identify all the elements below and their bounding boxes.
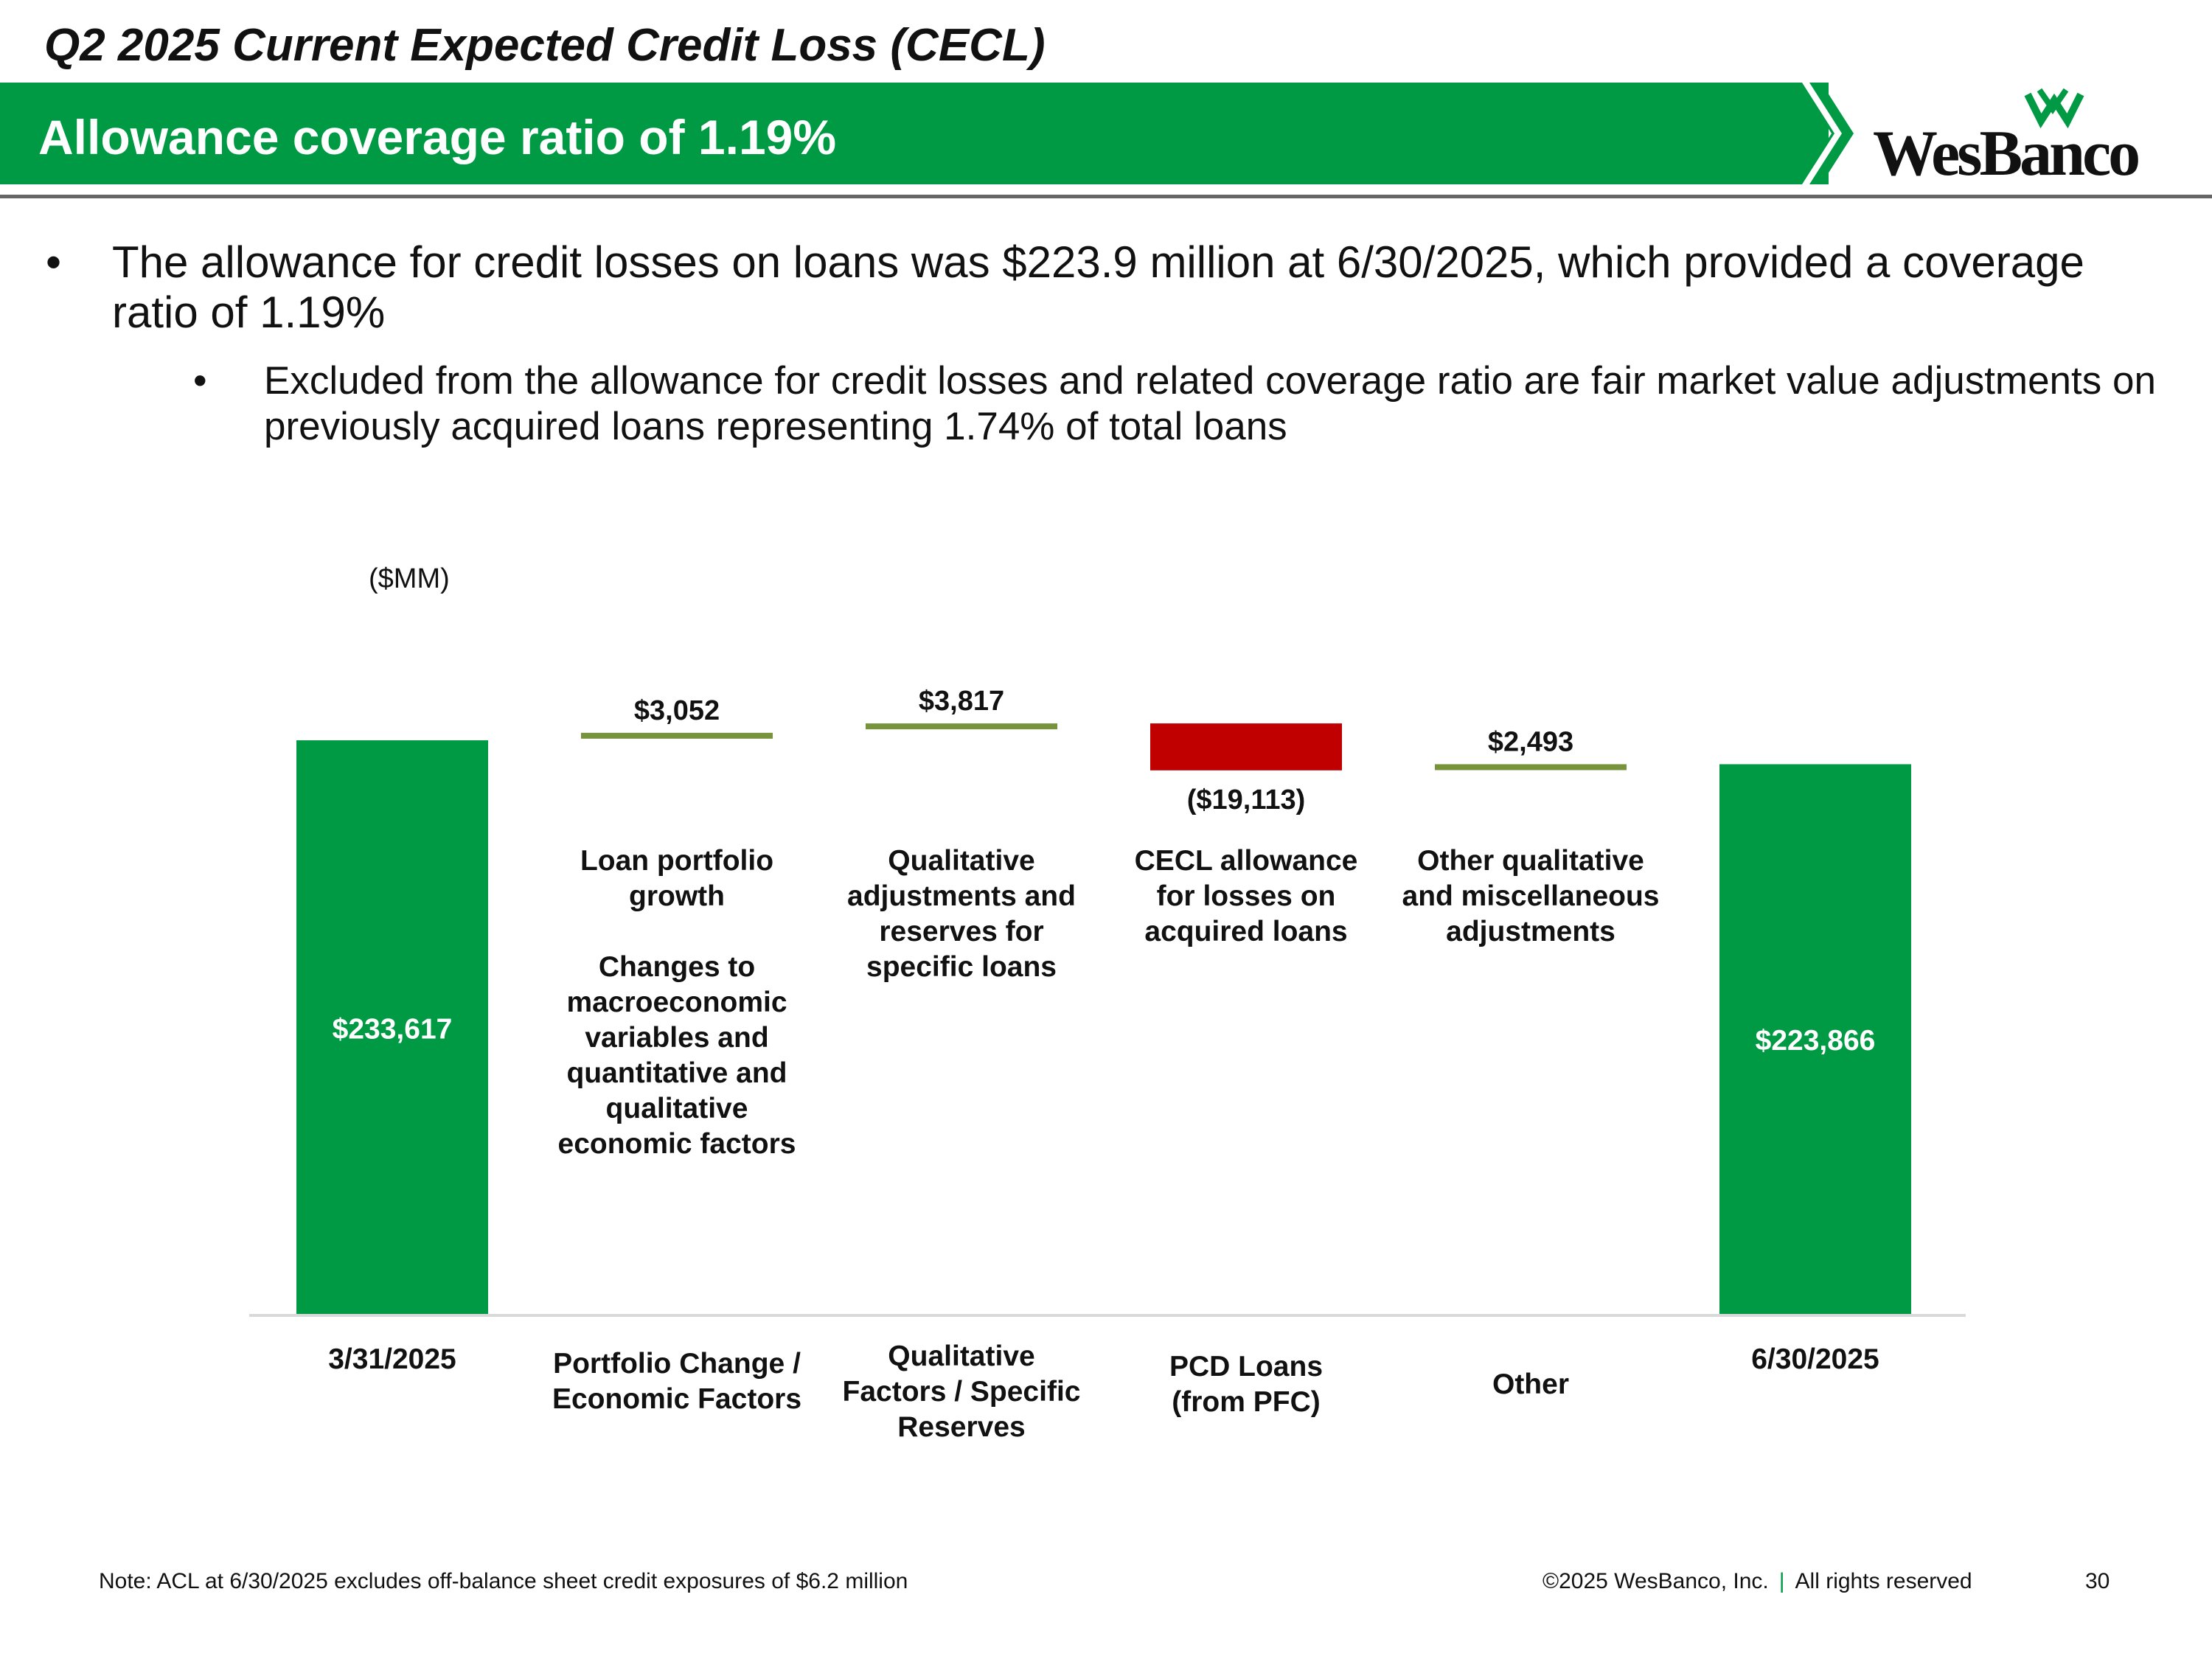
step-description: Loan portfolio growth Changes to macroec…: [557, 845, 796, 1160]
increase-bar: [581, 732, 773, 739]
category-label: Qualitative Factors / Specific Reserves: [843, 1340, 1081, 1443]
increase-bar: [1435, 764, 1627, 771]
category-label: 3/31/2025: [328, 1343, 456, 1375]
footer-separator: |: [1778, 1569, 1785, 1593]
bar-value-label: $3,052: [634, 695, 720, 726]
category-label: Portfolio Change / Economic Factors: [552, 1348, 801, 1415]
step-description: Other qualitative and miscellaneous adju…: [1402, 845, 1660, 947]
rights-text: All rights reserved: [1795, 1569, 1972, 1593]
waterfall-chart: $233,617 $3,052 $3,817 ($19,113) $2,493 $223,…: [249, 686, 1966, 1443]
bullet-secondary-text: Excluded from the allowance for credit l…: [264, 359, 2156, 448]
step-description: Qualitative adjustments and reserves for…: [847, 845, 1076, 983]
page-number: 30: [2085, 1569, 2110, 1593]
total-bar: [296, 740, 488, 1314]
header-rule: [0, 195, 2212, 198]
slide-title: Q2 2025 Current Expected Credit Loss (CE…: [44, 20, 1046, 71]
bullet-glyph: •: [46, 237, 62, 287]
bar-value-label: $3,817: [919, 686, 1004, 717]
bar-value-label: ($19,113): [1187, 785, 1306, 815]
bullet-glyph: •: [193, 359, 207, 403]
logo-mark-icon: [2024, 88, 2084, 129]
chart-unit-label: ($MM): [369, 563, 450, 594]
footer-note: Note: ACL at 6/30/2025 excludes off-bala…: [99, 1569, 908, 1593]
bullet-primary-text: The allowance for credit losses on loans…: [112, 237, 2084, 337]
category-label: 6/30/2025: [1751, 1343, 1879, 1375]
chevron-arrow-icon: [1799, 83, 1854, 184]
wesbanco-logo: WesBanco: [1873, 87, 2140, 189]
bar-value-label: $2,493: [1488, 726, 1573, 757]
bar-value-label: $223,866: [1756, 1025, 1876, 1057]
logo-wordmark: WesBanco: [1873, 118, 2140, 189]
decrease-bar: [1150, 723, 1342, 771]
step-description: CECL allowance for losses on acquired lo…: [1134, 845, 1358, 947]
category-label: PCD Loans (from PFC): [1169, 1351, 1323, 1418]
banner: Allowance coverage ratio of 1.19%: [0, 83, 1829, 184]
category-label: Other: [1492, 1368, 1569, 1400]
copyright-text: ©2025 WesBanco, Inc.: [1543, 1569, 1769, 1593]
footer-copyright: ©2025 WesBanco, Inc. | All rights reserved: [1543, 1569, 1972, 1594]
bar-value-label: $233,617: [333, 1014, 453, 1046]
total-bar: [1719, 764, 1911, 1314]
increase-bar: [866, 723, 1057, 730]
banner-text: Allowance coverage ratio of 1.19%: [38, 110, 837, 164]
